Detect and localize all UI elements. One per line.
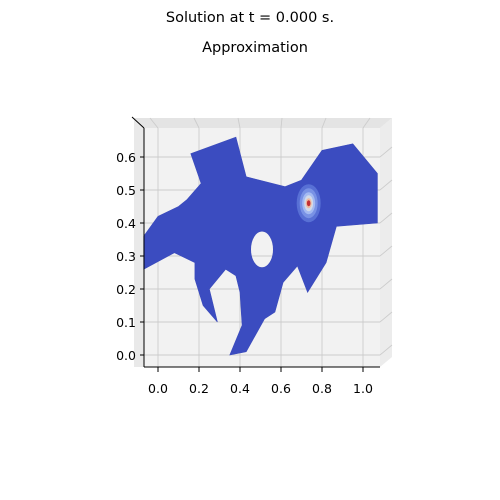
x-tick-label: 0.4	[230, 381, 250, 396]
y-tick-label: 0.4	[116, 216, 136, 231]
x-tick-label: 1.0	[353, 381, 373, 396]
peak-level-5	[306, 200, 311, 207]
axis-corner-line	[131, 116, 145, 129]
x-tick-label: 0.0	[148, 381, 168, 396]
y-tick-label: 0.5	[116, 183, 136, 198]
y-tick-label: 0.3	[116, 249, 136, 264]
x-axis-ticks: 0.0 0.2 0.4 0.6 0.8 1.0	[148, 367, 373, 396]
y-tick-label: 0.6	[116, 150, 136, 165]
y-axis-ticks: 0.0 0.1 0.2 0.3 0.4 0.5 0.6	[116, 150, 144, 363]
axes-title: Approximation	[202, 40, 308, 56]
y-gridline-side	[379, 344, 393, 356]
y-tick-label: 0.2	[116, 282, 136, 297]
y-gridline-side	[379, 212, 393, 224]
figure-suptitle: Solution at t = 0.000 s.	[166, 10, 334, 26]
x-gridline-top	[237, 117, 241, 129]
x-gridline-top	[193, 117, 200, 129]
y-gridline-side	[379, 179, 393, 191]
x-gridline-top	[280, 117, 283, 129]
y-gridline-side	[379, 311, 393, 323]
y-gridline-side	[379, 245, 393, 257]
left-pane	[134, 118, 144, 367]
y-tick-label: 0.0	[116, 348, 136, 363]
x-gridline-top	[362, 117, 371, 129]
right-pane	[380, 118, 392, 367]
x-gridline-top	[149, 117, 159, 129]
x-tick-label: 0.6	[271, 381, 291, 396]
y-gridline-side	[379, 146, 393, 158]
y-gridline-side	[379, 278, 393, 290]
top-pane	[134, 118, 392, 128]
solution-surface	[143, 136, 378, 356]
x-gridline-top	[321, 117, 327, 129]
y-tick-label: 0.1	[116, 315, 136, 330]
axes-frame	[131, 116, 380, 368]
x-tick-label: 0.8	[312, 381, 332, 396]
x-tick-label: 0.2	[189, 381, 209, 396]
